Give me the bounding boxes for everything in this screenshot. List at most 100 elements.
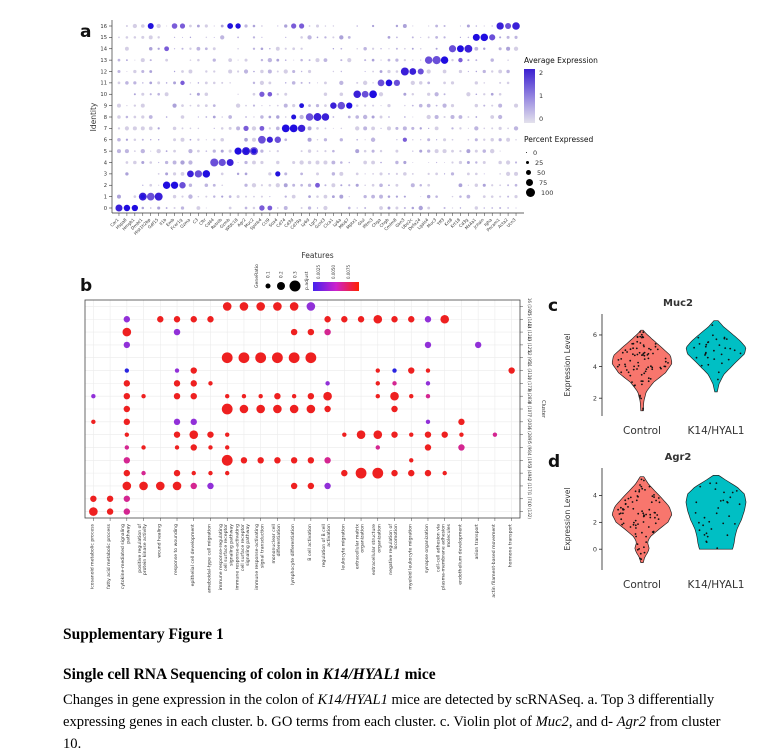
dotplot-panel-a: 012345678910111213141516IdentityCar1Hspa… <box>89 20 524 260</box>
caption-body-text: from cluster 10. <box>63 713 721 750</box>
violin-shape <box>611 476 673 563</box>
panel-a-legend: Average Expression 2 1 0 Percent Express… <box>524 56 650 198</box>
caption-body-italic: Agr2 <box>616 713 646 730</box>
svg-text:regulation of B cell: regulation of B cell <box>321 524 327 567</box>
svg-text:0.0075: 0.0075 <box>346 265 351 279</box>
svg-text:Muc3: Muc3 <box>426 217 438 229</box>
svg-text:Glul: Glul <box>356 217 365 226</box>
svg-text:1 (74): 1 (74) <box>527 493 532 505</box>
avg-expression-gradient <box>524 69 535 123</box>
avg-tick: 0 <box>539 115 544 123</box>
violin-plot-agr2: Agr2 0 2 4 Expression Level Control K14/HYAL1 <box>563 452 747 591</box>
svg-text:signaling pathway: signaling pathway <box>228 524 234 566</box>
svg-text:pathway: pathway <box>125 524 131 544</box>
svg-text:4: 4 <box>104 160 108 166</box>
svg-text:Cd3g: Cd3g <box>458 217 469 228</box>
svg-text:extracellular structure: extracellular structure <box>371 524 377 575</box>
panel-a-label: a <box>80 22 92 42</box>
svg-text:immune response-regulating: immune response-regulating <box>218 524 224 590</box>
pct-tick: 75 <box>539 178 548 187</box>
pct-tick: 25 <box>535 158 544 167</box>
svg-text:10: 10 <box>100 92 107 98</box>
svg-text:endothelium development: endothelium development <box>457 524 463 585</box>
svg-text:Features: Features <box>301 251 333 260</box>
caption-body-text: Changes in gene expression in the colon … <box>63 692 318 708</box>
svg-text:Cftr: Cftr <box>198 217 207 226</box>
svg-text:Lgr5: Lgr5 <box>308 217 318 227</box>
svg-text:icosanoid metabolic process: icosanoid metabolic process <box>89 523 95 589</box>
svg-text:Igha: Igha <box>483 217 493 227</box>
svg-text:signal transduction: signal transduction <box>259 524 265 568</box>
svg-text:16: 16 <box>100 24 107 30</box>
svg-text:immune response-activating: immune response-activating <box>254 524 260 590</box>
svg-text:activation: activation <box>326 524 332 547</box>
violin-shape <box>685 475 747 550</box>
svg-text:0.0025: 0.0025 <box>316 265 321 279</box>
svg-text:Agr2: Agr2 <box>236 217 247 228</box>
svg-text:14: 14 <box>100 47 107 53</box>
panel-a-highlight-dots <box>115 22 520 212</box>
pct-tick: 100 <box>541 188 554 197</box>
caption-title-text: mice <box>400 666 436 683</box>
svg-text:4: 4 <box>593 492 597 500</box>
jitter-points <box>617 478 661 561</box>
svg-text:cell-cell adhesion via: cell-cell adhesion via <box>436 524 442 572</box>
panel-b-label: b <box>80 276 93 296</box>
svg-text:3 (494): 3 (494) <box>527 466 532 481</box>
svg-text:signaling pathway: signaling pathway <box>245 524 251 566</box>
svg-text:cell surface receptor: cell surface receptor <box>223 524 229 571</box>
svg-text:negative regulation of: negative regulation of <box>388 524 394 575</box>
svg-text:15 (144): 15 (144) <box>527 311 532 329</box>
svg-text:Cd74: Cd74 <box>275 217 286 228</box>
svg-text:plasma-membrane adhesion: plasma-membrane adhesion <box>441 524 447 590</box>
violin-shape <box>611 329 673 412</box>
caption-figure-label: Supplementary Figure 1 <box>63 626 224 643</box>
svg-text:C3: C3 <box>192 217 200 225</box>
svg-text:7: 7 <box>104 126 107 132</box>
caption-body-text: mice are detected by scRNASeq. a. Top 3 … <box>63 692 715 730</box>
svg-text:0.2: 0.2 <box>279 271 284 278</box>
svg-text:organization: organization <box>360 524 366 553</box>
percent-dot-icon <box>526 161 529 164</box>
panel-b-dots <box>89 302 515 516</box>
svg-text:Chga: Chga <box>371 217 382 228</box>
svg-text:0 (132): 0 (132) <box>527 504 532 519</box>
svg-text:extracellular matrix: extracellular matrix <box>354 524 360 569</box>
svg-text:ameboidal-type cell migration: ameboidal-type cell migration <box>206 524 212 593</box>
svg-text:13 (125): 13 (125) <box>527 336 532 354</box>
percent-dot-icon <box>526 188 535 197</box>
svg-text:Control: Control <box>623 579 661 591</box>
panel-b-x-labels: icosanoid metabolic process fatty acid me… <box>89 518 514 598</box>
svg-text:Expression Level: Expression Level <box>563 488 572 551</box>
svg-text:epithelial cell development: epithelial cell development <box>190 524 196 587</box>
svg-text:K14/HYAL1: K14/HYAL1 <box>688 579 745 591</box>
panel-a-x-axis: Car1Hspa8Hmgb1Dmbt1Hist1h2bpGdf15Il1bEmb… <box>109 213 517 236</box>
svg-text:8 (107): 8 (107) <box>527 402 532 417</box>
svg-text:anion transport: anion transport <box>474 524 480 560</box>
svg-text:12: 12 <box>100 69 107 75</box>
percent-expressed-legend-title: Percent Expressed <box>524 135 594 144</box>
jitter-points <box>694 482 741 550</box>
svg-text:6 (289): 6 (289) <box>527 427 532 442</box>
svg-text:Car1: Car1 <box>109 217 120 228</box>
svg-text:K14/HYAL1: K14/HYAL1 <box>688 425 745 437</box>
violin-shape <box>685 320 747 393</box>
svg-text:0: 0 <box>593 545 597 553</box>
svg-text:11: 11 <box>100 81 107 87</box>
svg-text:protein kinase activity: protein kinase activity <box>142 524 148 575</box>
panel-b-cluster-labels: 0 (132)1 (74)2 (117)3 (494)4 (195)5 (96)… <box>520 298 532 519</box>
svg-text:cytokine-mediated signaling: cytokine-mediated signaling <box>120 524 126 589</box>
svg-text:Il1b: Il1b <box>158 217 167 226</box>
svg-text:Ccl9: Ccl9 <box>261 217 271 227</box>
svg-text:Gkn3: Gkn3 <box>394 217 406 229</box>
svg-text:Chgb: Chgb <box>378 217 389 228</box>
svg-text:Identity: Identity <box>89 102 98 131</box>
svg-text:cell surface receptor: cell surface receptor <box>240 524 246 571</box>
violin-plot-muc2: Muc2 2 4 6 Expression Level Control K14/HYAL1 <box>563 298 747 437</box>
svg-text:Emb: Emb <box>165 217 175 227</box>
svg-text:6: 6 <box>104 138 107 144</box>
svg-text:Ly6a: Ly6a <box>332 217 343 228</box>
svg-text:0.1: 0.1 <box>266 271 271 278</box>
